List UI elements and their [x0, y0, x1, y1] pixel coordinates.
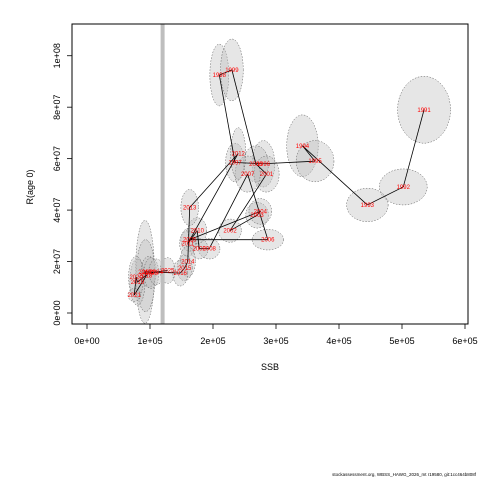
y-axis-title: R(age 0) [25, 169, 35, 204]
year-label-2018: 2018 [139, 274, 153, 280]
trajectory-segment-2023-2024 [151, 271, 157, 274]
trajectory-segment-2013-2014 [187, 207, 191, 262]
year-label-1993: 1993 [361, 203, 375, 209]
trajectory-segment-1996-1997 [235, 162, 264, 165]
year-label-2021: 2021 [128, 293, 142, 299]
x-tick-label: 5e+05 [389, 336, 414, 346]
year-label-2011: 2011 [181, 242, 195, 248]
trajectory-segment-1992-1993 [367, 186, 404, 206]
year-label-2025: 2025 [161, 269, 175, 275]
trajectory-segment-2018-2019 [137, 275, 146, 283]
year-label-2020: 2020 [129, 275, 143, 281]
trajectory-segment-2009-2010 [196, 230, 200, 249]
year-label-2009: 2009 [192, 247, 206, 253]
year-label-2023: 2023 [145, 271, 159, 277]
year-label-1997: 1997 [228, 160, 242, 166]
trajectory-segment-1993-1994 [302, 145, 368, 206]
trajectory-segment-2011-2012 [187, 153, 239, 244]
x-axis-title: SSB [261, 362, 279, 372]
y-tick-label: 6e+07 [52, 146, 62, 171]
trajectory-segment-2004-2005 [189, 211, 261, 241]
year-label-2019: 2019 [131, 280, 145, 286]
year-label-1992: 1992 [397, 185, 411, 191]
trajectory-segment-2024-2025 [156, 270, 168, 273]
trajectory-segment-1995-1996 [263, 160, 316, 165]
year-label-2000: 2000 [249, 162, 263, 168]
year-label-2017: 2017 [138, 270, 152, 276]
trajectory-segment-2006-2007 [247, 173, 269, 240]
year-label-2003: 2003 [250, 213, 264, 219]
x-tick-label: 2e+05 [200, 336, 225, 346]
trajectory-segment-2016-2017 [144, 271, 181, 274]
trajectory-segment-2020-2021 [133, 276, 137, 296]
trajectory-segment-2007-2008 [208, 173, 249, 249]
y-tick-label: 8e+07 [52, 95, 62, 120]
year-label-1995: 1995 [308, 159, 322, 165]
x-tick-label: 3e+05 [263, 336, 288, 346]
year-label-2004: 2004 [254, 209, 268, 215]
year-label-2015: 2015 [178, 266, 192, 272]
ellipses-layer [127, 38, 451, 324]
year-label-2022: 2022 [142, 270, 156, 276]
trajectory-segment-2000-2001 [255, 163, 267, 175]
x-tick-label: 0e+00 [74, 336, 99, 346]
footer-text: stockassessment.org, WBSS_HAWG_2026_mt r… [332, 472, 476, 477]
year-label-1999: 1999 [225, 68, 239, 74]
year-label-2005: 2005 [183, 238, 197, 244]
trajectory-segment-1997-1998 [218, 74, 236, 163]
y-axis: 0e+00 2e+07 4e+07 6e+07 8e+07 1e+08 [52, 43, 73, 326]
trajectory-layer [133, 69, 425, 296]
x-tick-label: 1e+05 [137, 336, 162, 346]
trajectory-segment-2021-2022 [133, 271, 150, 296]
trajectory-segment-2012-2013 [189, 153, 239, 208]
year-label-2016: 2016 [174, 271, 188, 277]
trajectory-segment-2015-2016 [179, 267, 185, 274]
trajectory-segment-1999-2000 [231, 69, 257, 164]
trajectory-segment-1991-1992 [402, 109, 425, 188]
year-label-1991: 1991 [417, 108, 431, 114]
x-tick-label: 6e+05 [452, 336, 477, 346]
trajectory-segment-2014-2015 [184, 261, 189, 269]
trajectory-segment-2022-2023 [148, 271, 152, 274]
year-label-2012: 2012 [232, 151, 246, 157]
x-tick-label: 4e+05 [326, 336, 351, 346]
year-label-2002: 2002 [223, 229, 237, 235]
x-axis: 0e+00 1e+05 2e+05 3e+05 4e+05 5e+05 6e+05 [74, 323, 478, 346]
year-label-1998: 1998 [213, 73, 227, 79]
year-label-2014: 2014 [181, 260, 195, 266]
year-label-2007: 2007 [241, 172, 255, 178]
year-label-1994: 1994 [296, 144, 310, 150]
trajectory-segment-1998-1999 [219, 69, 233, 76]
y-tick-label: 1e+08 [52, 43, 62, 68]
trajectory-segment-2017-2018 [144, 271, 146, 276]
trajectory-segment-1994-1995 [302, 145, 316, 162]
y-tick-label: 0e+00 [52, 300, 62, 325]
year-label-1996: 1996 [257, 162, 271, 168]
trajectory-segment-2002-2003 [229, 214, 258, 232]
year-label-2008: 2008 [203, 247, 217, 253]
year-label-2006: 2006 [261, 238, 275, 244]
y-tick-label: 4e+07 [52, 197, 62, 222]
y-tick-label: 2e+07 [52, 249, 62, 274]
year-label-2001: 2001 [260, 172, 274, 178]
year-label-2013: 2013 [183, 206, 197, 212]
year-label-2010: 2010 [191, 229, 205, 235]
year-label-2024: 2024 [150, 270, 164, 276]
